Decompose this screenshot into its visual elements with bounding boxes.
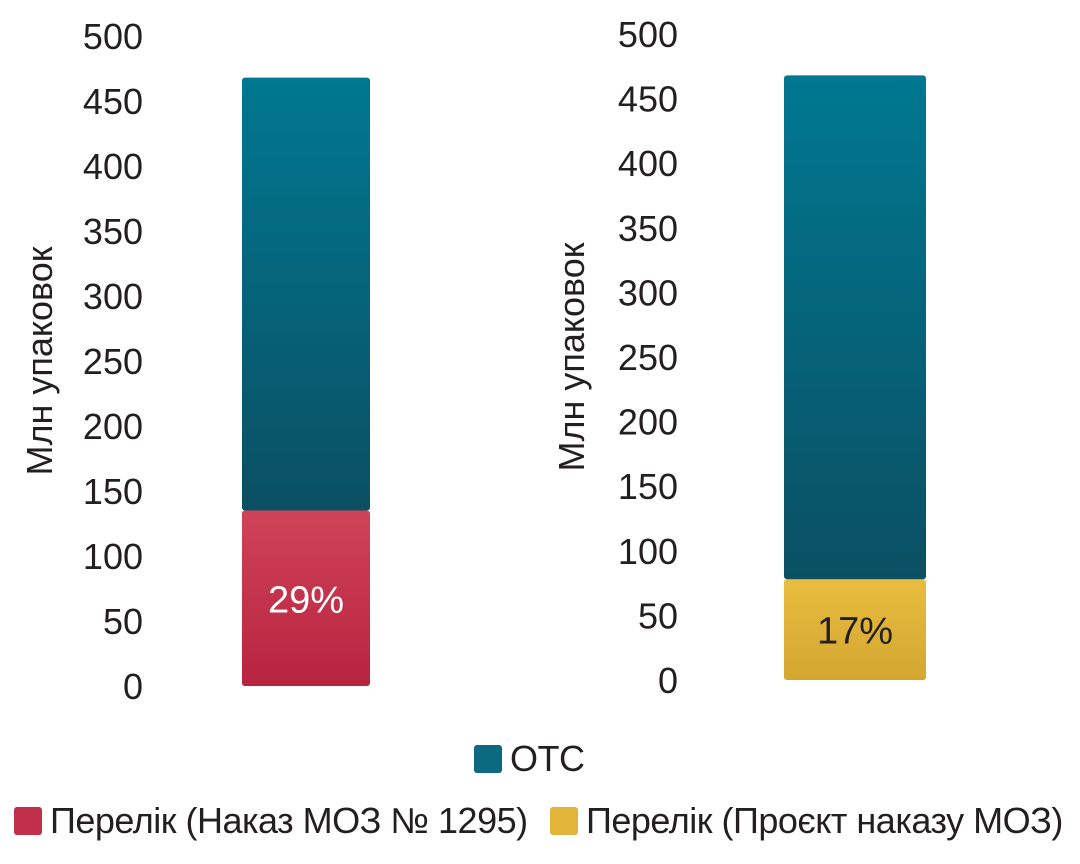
y-tick-label: 150 xyxy=(618,466,678,507)
y-tick-label: 500 xyxy=(618,14,678,55)
y-tick-label: 350 xyxy=(83,211,143,252)
y-tick-label: 100 xyxy=(618,531,678,572)
y-tick-label: 200 xyxy=(83,406,143,447)
y-tick-label: 150 xyxy=(83,471,143,512)
y-tick-label: 0 xyxy=(658,660,678,701)
legend-label-list-draft-order: Перелік (Проєкт наказу МОЗ) xyxy=(586,800,1063,841)
data-label-share-right: 17% xyxy=(817,611,893,653)
y-tick-label: 450 xyxy=(618,79,678,120)
y-tick-label: 500 xyxy=(83,16,143,57)
legend-item-otc: OTC xyxy=(474,738,585,780)
y-tick-label: 50 xyxy=(638,595,678,636)
data-label-share-left: 29% xyxy=(268,579,344,621)
y-tick-label: 100 xyxy=(83,536,143,577)
y-tick-label: 450 xyxy=(83,81,143,122)
legend-label-otc: OTC xyxy=(510,738,585,779)
y-tick-label: 300 xyxy=(83,276,143,317)
y-axis-title: Млн упаковок xyxy=(551,242,592,471)
legend-swatch-list-order-1295 xyxy=(14,807,42,835)
bar-segment-otc-left xyxy=(242,77,370,511)
y-tick-label: 0 xyxy=(123,666,143,707)
chart-panel-left: 0 50 100 150 200 250 300 350 400 450 500 Млн упаков… xyxy=(19,16,370,707)
y-tick-label: 250 xyxy=(618,337,678,378)
legend-swatch-otc xyxy=(474,745,502,773)
y-tick-label: 400 xyxy=(83,146,143,187)
legend-item-list-draft-order: Перелік (Проєкт наказу МОЗ) xyxy=(550,800,1063,842)
y-tick-label: 300 xyxy=(618,272,678,313)
y-tick-label: 50 xyxy=(103,601,143,642)
bar-segment-list-left xyxy=(242,510,370,686)
y-axis-title: Млн упаковок xyxy=(19,246,60,475)
bar-segment-otc-right xyxy=(784,75,926,580)
chart-panel-right: 0 50 100 150 200 250 300 350 400 450 500 Млн упаков… xyxy=(551,14,926,701)
y-tick-label: 400 xyxy=(618,143,678,184)
legend-label-list-order-1295: Перелік (Наказ МОЗ № 1295) xyxy=(50,800,528,841)
y-tick-label: 250 xyxy=(83,341,143,382)
y-tick-label: 350 xyxy=(618,208,678,249)
bar-segment-list-right xyxy=(784,579,926,680)
legend-swatch-list-draft-order xyxy=(550,807,578,835)
legend-item-list-order-1295: Перелік (Наказ МОЗ № 1295) xyxy=(14,800,528,842)
y-tick-label: 200 xyxy=(618,402,678,443)
